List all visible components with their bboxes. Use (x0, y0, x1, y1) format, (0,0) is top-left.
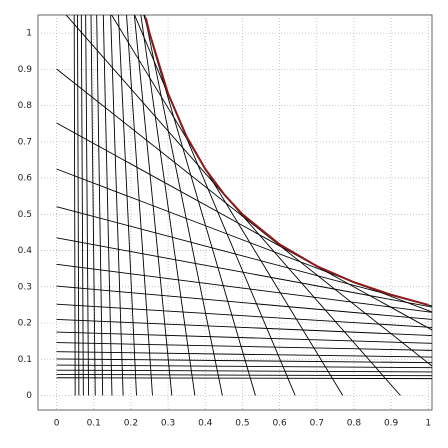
curve (56, 285, 432, 320)
y-tick-label: 0.9 (18, 65, 33, 75)
x-tick-label: 0.1 (87, 419, 101, 429)
y-tick-label: 0.5 (18, 210, 32, 220)
plot-frame (37, 14, 433, 411)
curve (56, 318, 432, 336)
curve (126, 15, 153, 396)
curve (56, 237, 432, 308)
y-tick-label: 0.7 (18, 137, 32, 147)
x-tick-label: 1 (425, 419, 431, 429)
tick-labels: 0 0.1 0.2 0.3 0.4 0.5 0.6 0.7 0.8 0.9 1 0 0.1 0.2 0.3 0… (18, 29, 431, 429)
curve (140, 15, 196, 396)
y-tick-label: 0.6 (18, 174, 33, 184)
x-tick-label: 0.8 (347, 419, 362, 429)
curve (144, 17, 429, 306)
curve (56, 263, 432, 313)
curve (56, 303, 432, 328)
x-tick-label: 0.6 (272, 419, 287, 429)
y-tick-label: 0.3 (18, 282, 32, 292)
y-tick-label: 0.1 (18, 355, 32, 365)
y-tick-label: 1 (26, 29, 32, 39)
y-tick-label: 0.4 (18, 246, 33, 256)
x-tick-label: 0.9 (384, 419, 399, 429)
curve (118, 15, 137, 396)
x-tick-label: 0.3 (161, 419, 175, 429)
x-tick-label: 0.4 (198, 419, 213, 429)
x-tick-label: 0.7 (310, 419, 324, 429)
y-tick-label: 0 (26, 391, 32, 401)
curve (144, 15, 223, 396)
curve (56, 331, 432, 344)
curve (110, 15, 124, 396)
curve (56, 68, 432, 367)
y-tick-label: 0.8 (18, 101, 33, 111)
y-tick-label: 0.2 (18, 319, 32, 329)
curve (133, 15, 173, 396)
x-tick-label: 0.2 (124, 419, 138, 429)
x-tick-label: 0 (54, 419, 60, 429)
lines (56, 15, 432, 396)
x-tick-label: 0.5 (235, 419, 249, 429)
